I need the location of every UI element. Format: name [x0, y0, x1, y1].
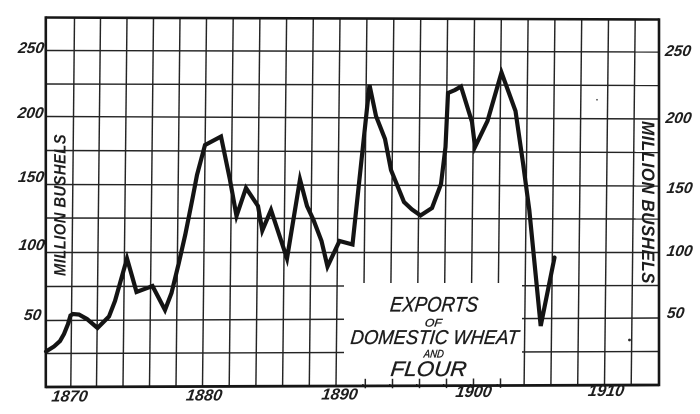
svg-text:MILLION BUSHELS: MILLION BUSHELS	[638, 121, 658, 284]
svg-text:200: 200	[16, 105, 46, 122]
svg-text:200: 200	[664, 110, 694, 127]
svg-text:1900: 1900	[454, 384, 492, 401]
svg-text:AND: AND	[422, 349, 444, 361]
svg-text:FLOUR: FLOUR	[389, 358, 467, 381]
svg-text:100: 100	[666, 243, 695, 260]
svg-text:OF: OF	[424, 318, 444, 330]
svg-text:100: 100	[18, 237, 47, 254]
svg-text:250: 250	[663, 43, 693, 60]
svg-text:1910: 1910	[587, 383, 625, 400]
svg-text:150: 150	[666, 180, 695, 197]
svg-text:250: 250	[16, 40, 46, 57]
svg-text:150: 150	[17, 169, 46, 186]
svg-text:50: 50	[23, 307, 43, 324]
svg-text:DOMESTIC WHEAT: DOMESTIC WHEAT	[349, 327, 521, 349]
svg-text:EXPORTS: EXPORTS	[389, 294, 479, 317]
svg-text:1890: 1890	[320, 387, 358, 404]
svg-text:1870: 1870	[50, 389, 88, 406]
svg-text:MILLION BUSHELS: MILLION BUSHELS	[52, 134, 70, 276]
svg-text:1880: 1880	[185, 388, 223, 405]
svg-text:50: 50	[666, 305, 686, 322]
